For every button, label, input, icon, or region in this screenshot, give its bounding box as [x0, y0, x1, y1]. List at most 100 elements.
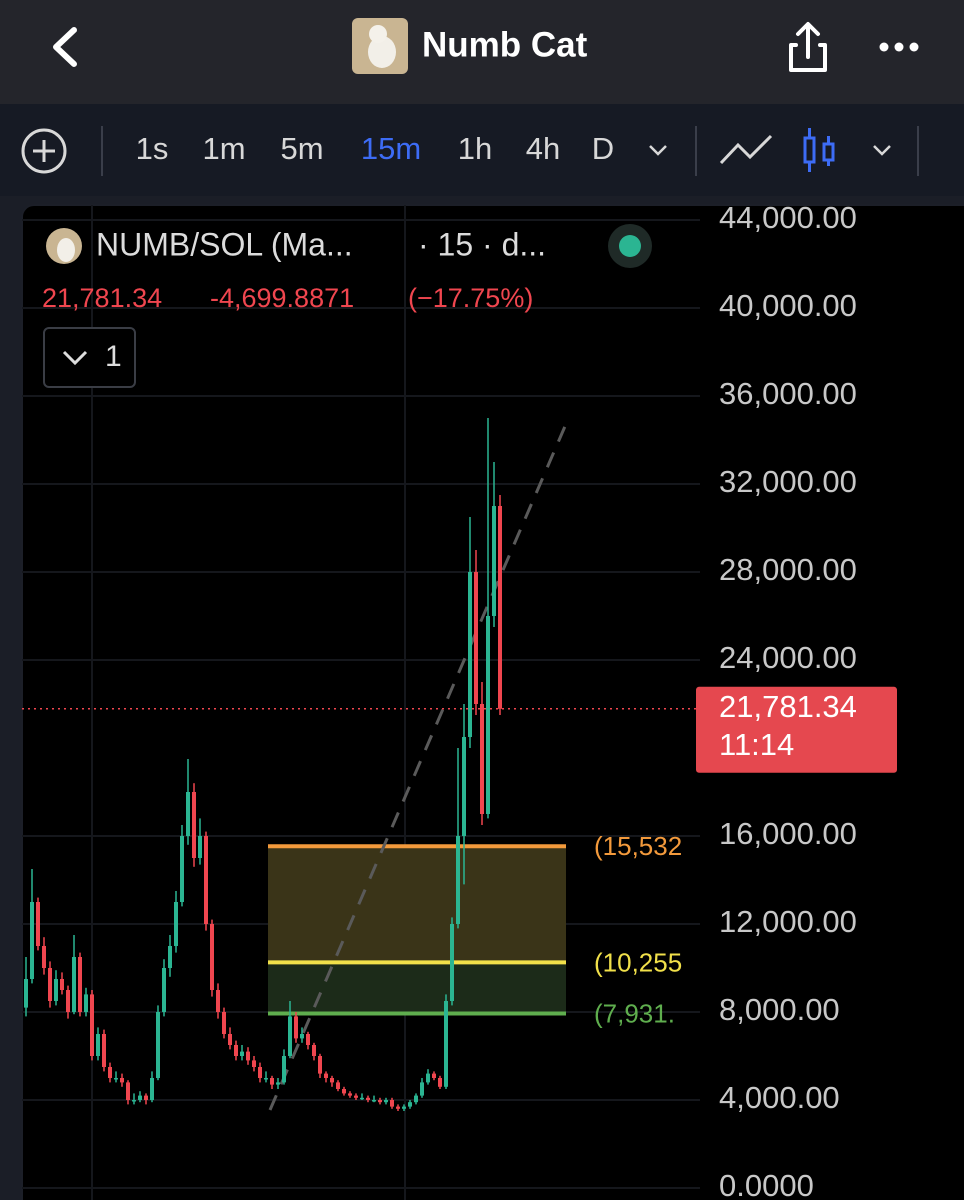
- candle-body: [498, 506, 502, 709]
- legend: NUMB/SOL (Ma... · 15 · d... 21,781.34 -4…: [42, 224, 652, 388]
- y-axis: 0.0000 4,000.00 8,000.00 12,000.00 16,000.00…: [719, 200, 857, 1200]
- candle-body: [420, 1082, 424, 1096]
- y-tick-label: 16,000.00: [719, 816, 857, 851]
- candle-body: [132, 1100, 136, 1102]
- interval-button[interactable]: 1s: [136, 131, 169, 166]
- candle-body: [486, 616, 490, 814]
- candle-body: [342, 1089, 346, 1094]
- candle-body: [90, 994, 94, 1056]
- candle-body: [174, 902, 178, 946]
- interval-button[interactable]: D: [592, 131, 614, 166]
- change: -4,699.8871: [210, 283, 354, 313]
- candle-body: [144, 1095, 148, 1100]
- candle-body: [240, 1051, 244, 1056]
- countdown: 11:14: [719, 727, 794, 762]
- candle-body: [426, 1073, 430, 1083]
- y-tick-label: 36,000.00: [719, 376, 857, 411]
- candle-body: [186, 792, 190, 836]
- candle-body: [252, 1060, 256, 1067]
- candle-chart-button[interactable]: [803, 128, 835, 172]
- fib-zone: [268, 962, 566, 1014]
- candle-body: [390, 1100, 394, 1107]
- back-button[interactable]: [53, 27, 77, 67]
- fib-zone: [268, 846, 566, 963]
- y-tick-label: 28,000.00: [719, 552, 857, 587]
- candle-body: [84, 994, 88, 1012]
- share-button[interactable]: [789, 22, 827, 72]
- candle-body: [138, 1095, 142, 1100]
- interval-button[interactable]: 5m: [280, 131, 323, 166]
- candle-body: [258, 1067, 262, 1078]
- y-tick-label: 24,000.00: [719, 640, 857, 675]
- candle-body: [414, 1095, 418, 1103]
- candle-body: [114, 1078, 118, 1080]
- candle-body: [264, 1078, 268, 1080]
- y-tick-label: 8,000.00: [719, 992, 840, 1027]
- line-chart-button[interactable]: [719, 134, 773, 165]
- candle-body: [306, 1034, 310, 1045]
- candle-body: [42, 946, 46, 968]
- candle-body: [228, 1034, 232, 1045]
- candles: [24, 418, 502, 1111]
- y-tick-label: 4,000.00: [719, 1080, 840, 1115]
- candle-body: [480, 704, 484, 814]
- fib-retracement: (15,532 (10,255 (7,931.: [268, 831, 682, 1028]
- candle-body: [78, 957, 82, 1012]
- candle-body: [318, 1056, 322, 1074]
- candle-body: [366, 1097, 370, 1100]
- candle-body: [348, 1093, 352, 1096]
- candle-body: [54, 979, 58, 1001]
- candle-body: [72, 957, 76, 1012]
- candle-body: [270, 1078, 274, 1085]
- candle-body: [444, 1001, 448, 1087]
- candle-body: [492, 506, 496, 616]
- interval-button[interactable]: 1m: [202, 131, 245, 166]
- change-percent: (−17.75%): [408, 283, 533, 313]
- chart-type-dropdown[interactable]: [873, 145, 891, 156]
- candle-body: [282, 1056, 286, 1083]
- candle-body: [312, 1045, 316, 1056]
- y-tick-label: 32,000.00: [719, 464, 857, 499]
- symbol: NUMB/SOL (Ma...: [96, 226, 353, 262]
- candle-body: [246, 1051, 250, 1061]
- symbol-suffix: · 15 · d...: [418, 226, 546, 262]
- price-box: [696, 686, 897, 773]
- interval-button[interactable]: 15m: [361, 131, 421, 166]
- indicator-chevron: [62, 350, 88, 366]
- avatar: [352, 18, 408, 74]
- candle-body: [222, 1012, 226, 1034]
- more-button[interactable]: [879, 42, 919, 52]
- price-label: 21,781.34: [719, 689, 857, 724]
- candle-body: [336, 1082, 340, 1089]
- candle-body: [30, 902, 34, 979]
- candle-body: [384, 1100, 388, 1103]
- candle-body: [102, 1034, 106, 1067]
- candle-body: [300, 1034, 304, 1039]
- y-tick-label: 12,000.00: [719, 904, 857, 939]
- interval-group: 1s 1m 5m 15m 1h 4h D: [136, 131, 615, 166]
- interval-dropdown[interactable]: [649, 145, 667, 156]
- fib-label: (15,532: [594, 831, 682, 861]
- interval-button[interactable]: 4h: [526, 131, 560, 166]
- indicator-count: 1: [105, 340, 122, 373]
- add-button[interactable]: [21, 128, 67, 174]
- candle-body: [432, 1073, 436, 1078]
- candle-body: [66, 990, 70, 1012]
- candle-body: [438, 1078, 442, 1087]
- candle-body: [24, 979, 28, 1008]
- trend-line: [268, 423, 568, 1111]
- candle-body: [354, 1095, 358, 1098]
- candle-body: [468, 572, 472, 737]
- candle-body: [48, 968, 52, 1001]
- candle-body: [456, 836, 460, 924]
- interval-button[interactable]: 1h: [458, 131, 492, 166]
- candle-body: [462, 737, 466, 836]
- candle-body: [396, 1106, 400, 1109]
- y-tick-label: 44,000.00: [719, 200, 857, 235]
- candle-body: [216, 990, 220, 1012]
- indicator-toggle[interactable]: [43, 327, 136, 388]
- candle-body: [96, 1034, 100, 1056]
- candle-body: [60, 979, 64, 990]
- y-tick-label: 0.0000: [719, 1168, 814, 1200]
